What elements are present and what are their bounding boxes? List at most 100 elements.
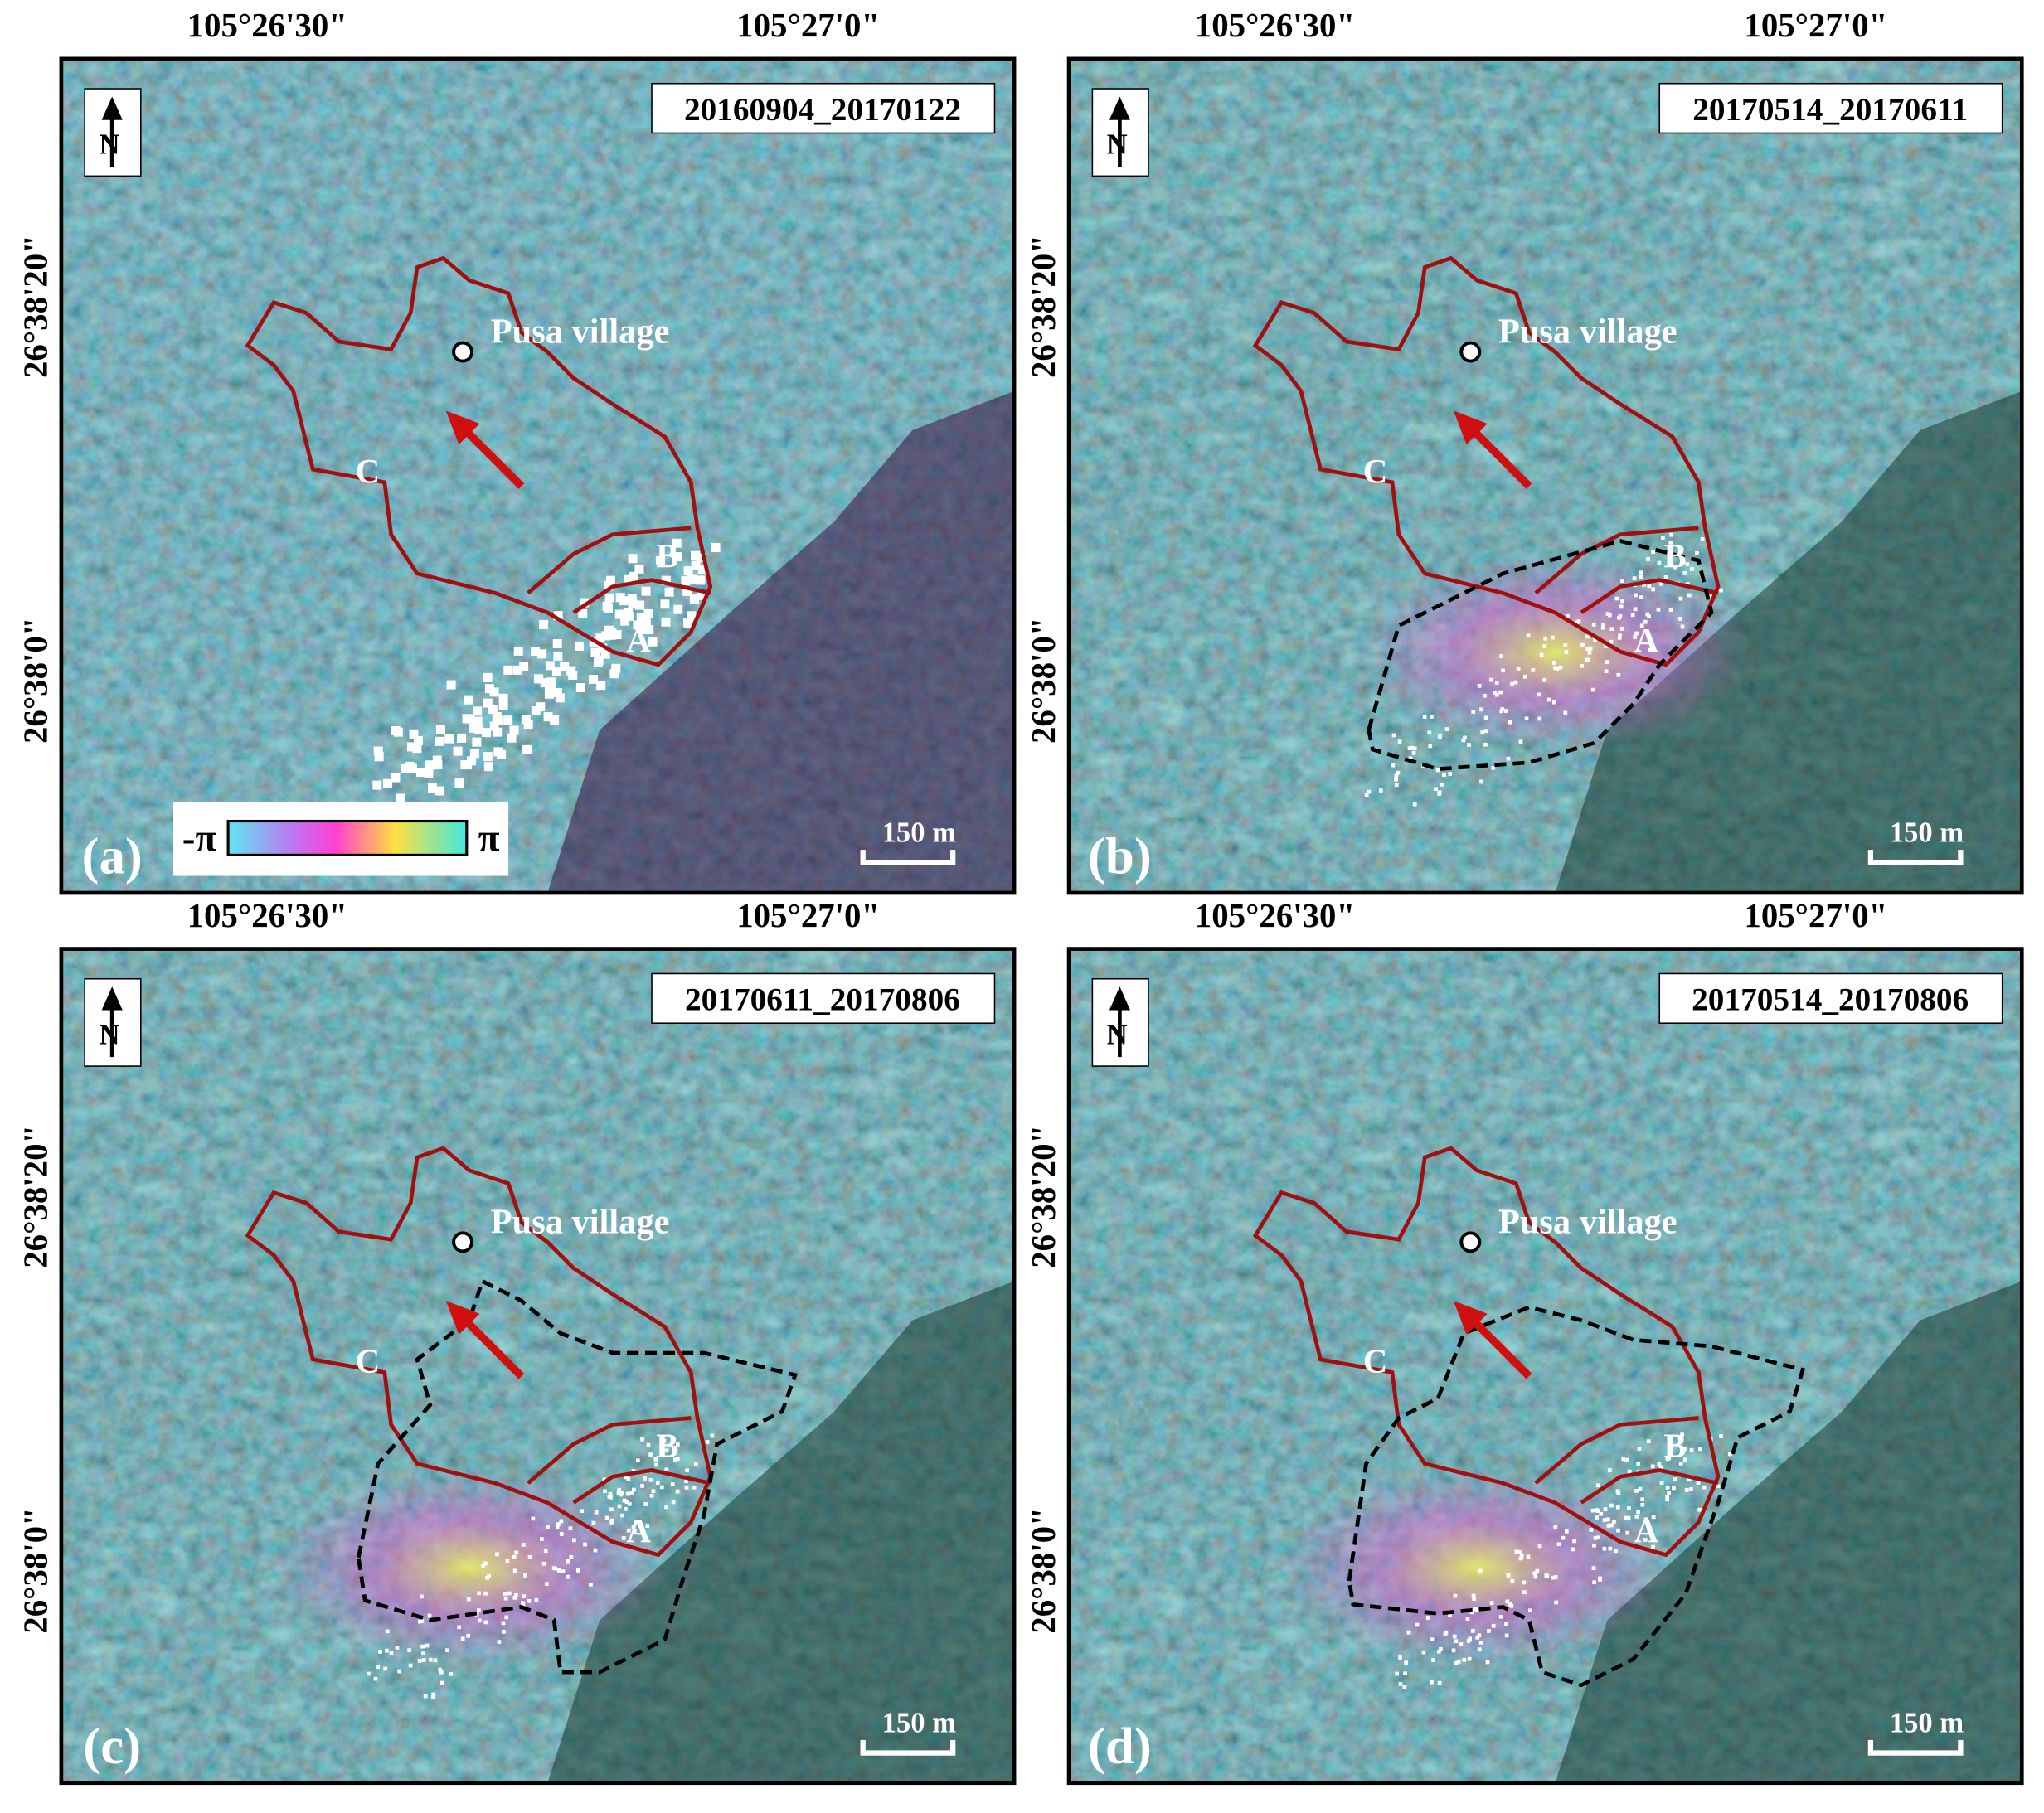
pixel [495, 1552, 499, 1557]
pixel [598, 643, 608, 653]
village-marker [1459, 341, 1482, 363]
pixel [1430, 1637, 1435, 1641]
pixel [685, 1468, 689, 1473]
pixel [427, 1613, 432, 1618]
pixel [1504, 1633, 1509, 1638]
pixel [1398, 1682, 1403, 1686]
pixel [555, 693, 565, 703]
dark-valley [1555, 390, 2022, 893]
movement-arrow [461, 1316, 525, 1379]
pixel [1564, 1529, 1569, 1534]
pixel [1590, 1508, 1595, 1513]
pixel [1404, 1660, 1408, 1665]
pixel [446, 680, 456, 690]
pixel [1468, 1636, 1473, 1641]
pixel [503, 1592, 507, 1596]
pixel [644, 625, 654, 635]
pixel [1651, 550, 1656, 555]
pixel [692, 1485, 697, 1490]
pixel [1412, 802, 1417, 807]
pixel [432, 755, 442, 765]
pixel [1650, 1464, 1655, 1469]
pixel [1499, 654, 1503, 658]
pixel [1543, 636, 1548, 641]
pixel [633, 620, 643, 630]
pixel [1552, 700, 1556, 705]
zone-label: C [1363, 1343, 1388, 1380]
village-marker [452, 341, 474, 363]
pixel [661, 617, 671, 627]
pixel [467, 756, 477, 766]
pixel [1639, 595, 1643, 599]
pixel [497, 749, 507, 759]
pixel [407, 1648, 411, 1653]
pixel [421, 1658, 426, 1662]
pixel [705, 1440, 710, 1444]
pixel [1438, 734, 1442, 739]
pixel [1604, 644, 1609, 648]
pixel [1665, 1485, 1670, 1490]
pixel [634, 1520, 638, 1525]
pixel [1396, 770, 1401, 775]
pixel [1546, 697, 1551, 702]
pixel [393, 727, 403, 737]
pixel [1658, 1465, 1663, 1470]
pixel [553, 1566, 557, 1571]
pixel [1471, 710, 1476, 714]
pixel [1556, 1542, 1561, 1547]
pixel [1709, 594, 1714, 599]
pixel [492, 711, 502, 721]
pixel [682, 618, 692, 628]
pixel [1647, 614, 1652, 618]
longitude-label: 105°26'30" [1195, 7, 1355, 44]
pixel [1461, 738, 1466, 743]
pixel [1627, 1469, 1632, 1474]
pixel [664, 587, 674, 597]
pixel [1487, 1629, 1491, 1633]
pixel [1595, 1515, 1599, 1520]
pixel [507, 1591, 512, 1596]
pixel [1448, 1612, 1452, 1617]
movement-arrowhead [1453, 410, 1488, 445]
pixel [1665, 1495, 1670, 1500]
pixel [691, 560, 701, 570]
pixel [646, 1442, 651, 1447]
pixel [693, 1462, 698, 1466]
scale-bar [860, 1739, 956, 1756]
pixel [1479, 779, 1483, 784]
pixel [522, 744, 532, 754]
pixel [487, 1573, 492, 1578]
pixel [553, 611, 563, 621]
pixel [604, 580, 614, 590]
pixel [603, 1489, 607, 1494]
pixel [578, 608, 588, 618]
pixel [1407, 746, 1412, 751]
pixel [435, 736, 444, 746]
pixel [1504, 709, 1508, 713]
pixel [619, 1491, 624, 1495]
pixel [1621, 1457, 1626, 1462]
pixel [634, 600, 644, 610]
pixel [1572, 1539, 1576, 1544]
pixel [1467, 743, 1471, 747]
pixel [1669, 532, 1674, 537]
pixel [1466, 1639, 1471, 1643]
pixel [1535, 1568, 1540, 1573]
pixel [1526, 633, 1531, 638]
pixel [383, 778, 393, 788]
pixel [1425, 1616, 1430, 1620]
pixel [1663, 575, 1668, 579]
pixel [1517, 1550, 1522, 1554]
pixel [683, 566, 693, 576]
pixel [1421, 1650, 1426, 1655]
pixel [507, 733, 517, 743]
pixel [1682, 571, 1687, 575]
pixel [1589, 1528, 1594, 1532]
latitude-label: 26°38'0" [1025, 617, 1062, 744]
pixel [1680, 1432, 1684, 1437]
pixel [1465, 1617, 1470, 1621]
pixel [634, 564, 644, 574]
pixel [1411, 750, 1416, 755]
pixel [580, 598, 590, 608]
